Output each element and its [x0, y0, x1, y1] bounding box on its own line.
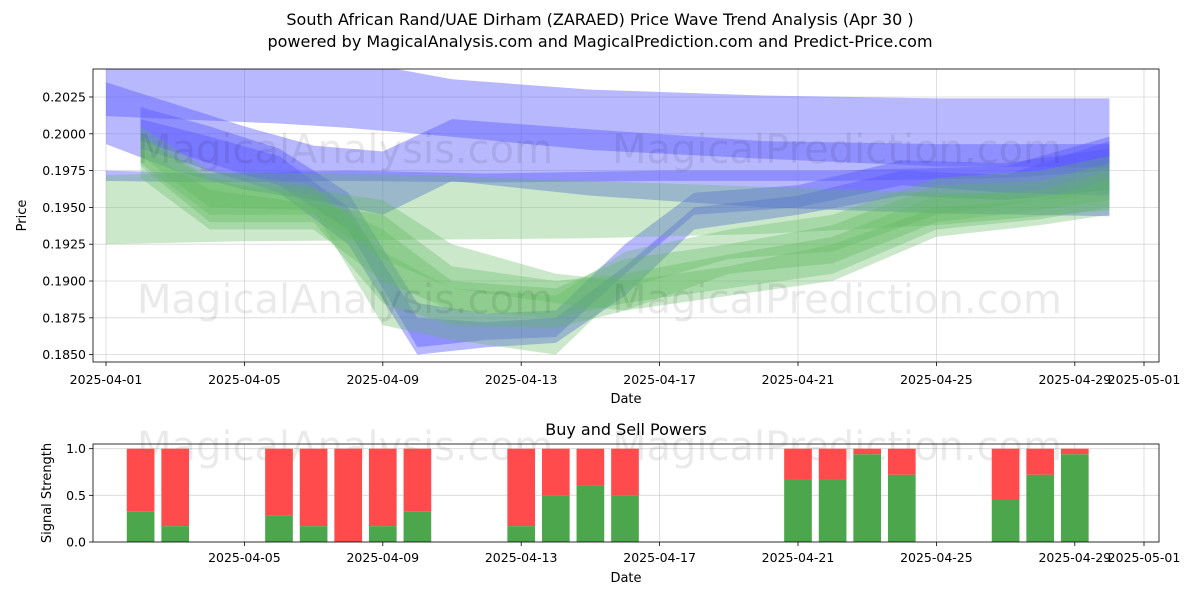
- buy-bar: [161, 526, 190, 542]
- band-group: [106, 69, 1110, 355]
- sell-bar: [853, 448, 882, 455]
- wave-band-blue: [140, 119, 1110, 355]
- buy-bar: [1026, 474, 1055, 542]
- power-chart-title: Buy and Sell Powers: [545, 420, 707, 439]
- sell-bar: [507, 448, 536, 527]
- y-tick-label: 0.1975: [42, 163, 86, 178]
- y-tick-label: 0.0: [66, 535, 86, 550]
- y-tick-label: 0.5: [66, 488, 86, 503]
- y-tick-label: 0.1850: [42, 347, 86, 362]
- wave-band-green: [106, 172, 1110, 245]
- wave-band-blue: [106, 82, 1110, 217]
- plot-frame: [92, 68, 1160, 363]
- y-tick-label: 0.2025: [42, 89, 86, 104]
- wave-band-blue: [106, 69, 1110, 168]
- x-tick-label: 2025-04-25: [900, 372, 973, 387]
- y-tick-label: 0.1875: [42, 310, 86, 325]
- y-axis-label: Signal Strength: [40, 443, 55, 543]
- x-tick-label: 2025-05-01: [1108, 550, 1181, 565]
- wave-band-green: [140, 126, 1110, 355]
- sell-bar: [991, 448, 1020, 500]
- y-tick-label: 0.1950: [42, 200, 86, 215]
- x-tick-label: 2025-04-17: [623, 550, 696, 565]
- sell-bar: [541, 448, 570, 496]
- x-tick-label: 2025-04-29: [1038, 372, 1111, 387]
- sell-bar: [403, 448, 432, 512]
- buy-bar: [611, 495, 639, 542]
- buy-bar: [818, 479, 847, 542]
- plot-frame: [92, 443, 1160, 543]
- x-axis-label: Date: [610, 392, 641, 407]
- buy-bar: [887, 474, 916, 542]
- watermark-text: MagicalAnalysis.com: [137, 127, 553, 173]
- sell-bar: [334, 448, 363, 542]
- wave-band-blue: [140, 107, 1110, 348]
- sell-bar: [887, 448, 916, 475]
- y-tick-label: 0.1925: [42, 237, 86, 252]
- watermark-text: MagicalPrediction.com: [612, 127, 1062, 173]
- x-tick-label: 2025-04-13: [485, 550, 558, 565]
- x-tick-label: 2025-04-21: [762, 550, 835, 565]
- x-tick-label: 2025-04-05: [208, 550, 281, 565]
- sell-bar: [818, 448, 847, 480]
- x-tick-label: 2025-04-17: [623, 372, 696, 387]
- watermark-text: MagicalPrediction.com: [612, 277, 1062, 323]
- wave-band-green: [140, 133, 1110, 311]
- x-axis-label: Date: [610, 571, 641, 586]
- sell-bar: [1026, 448, 1055, 475]
- y-axis-label: Price: [15, 200, 30, 232]
- wave-band-green: [140, 148, 1110, 318]
- x-tick-label: 2025-04-25: [900, 550, 973, 565]
- wave-band-blue: [106, 136, 1110, 183]
- buy-bar: [507, 526, 536, 542]
- buy-bar: [784, 479, 812, 542]
- x-tick-label: 2025-04-01: [70, 372, 143, 387]
- buy-bar: [541, 495, 570, 542]
- chart-title: South African Rand/UAE Dirham (ZARAED) P…: [286, 10, 914, 29]
- wave-band-green: [140, 136, 1110, 329]
- x-tick-label: 2025-04-09: [346, 372, 419, 387]
- sell-bar: [161, 448, 190, 527]
- price-plot: MagicalAnalysis.com MagicalPrediction.com…: [15, 68, 1181, 407]
- sell-bar: [1060, 448, 1089, 455]
- y-tick-label: 0.1900: [42, 274, 86, 289]
- y-tick-label: 0.2000: [42, 126, 86, 141]
- sell-bar: [576, 448, 605, 486]
- x-tick-label: 2025-04-29: [1038, 550, 1111, 565]
- sell-bar: [368, 448, 397, 527]
- buy-bar: [368, 526, 397, 542]
- sell-bar: [611, 448, 639, 496]
- y-tick-label: 1.0: [66, 441, 86, 456]
- buy-bar: [853, 454, 882, 542]
- x-tick-label: 2025-04-13: [485, 372, 558, 387]
- buy-bar: [576, 485, 605, 542]
- buy-bar: [403, 511, 432, 542]
- sell-bar: [126, 448, 155, 512]
- x-tick-label: 2025-04-05: [208, 372, 281, 387]
- x-tick-label: 2025-04-21: [762, 372, 835, 387]
- sell-bar: [299, 448, 328, 527]
- x-tick-label: 2025-04-09: [346, 550, 419, 565]
- buy-bar: [265, 515, 293, 542]
- buy-bar: [299, 526, 328, 542]
- power-plot: MagicalAnalysis.com MagicalPrediction.com…: [40, 420, 1180, 586]
- sell-bar: [265, 448, 293, 516]
- buy-bar: [991, 500, 1020, 542]
- sell-bar: [784, 448, 812, 480]
- buy-bar: [1060, 454, 1089, 542]
- chart-subtitle: powered by MagicalAnalysis.com and Magic…: [267, 32, 933, 51]
- buy-bar: [126, 511, 155, 542]
- watermark-text: MagicalAnalysis.com: [137, 277, 553, 323]
- x-tick-label: 2025-05-01: [1108, 372, 1181, 387]
